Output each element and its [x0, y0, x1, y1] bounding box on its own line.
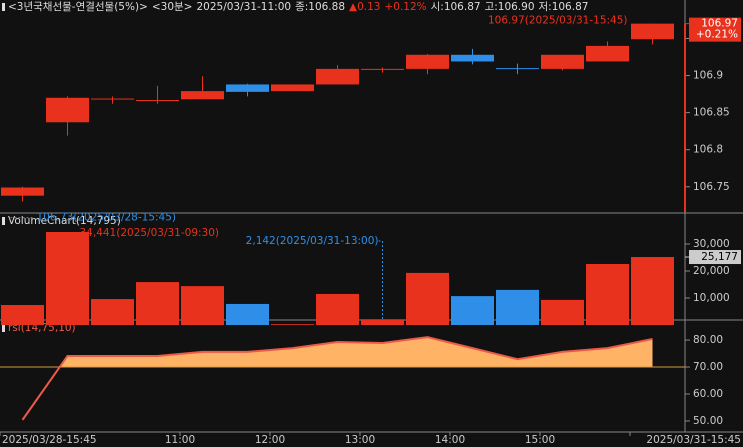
y-tick-label: 106.85	[693, 107, 730, 119]
marker	[2, 3, 5, 11]
marker	[2, 324, 5, 332]
value-tag	[689, 250, 741, 265]
header-item: 고:106.90	[485, 1, 535, 13]
header-item: +0.12%	[384, 1, 426, 13]
y-tick-label: 106.75	[693, 181, 730, 193]
volume-bar	[136, 282, 179, 325]
volume-bar	[226, 303, 269, 325]
candle-body	[1, 187, 44, 196]
candle-body	[271, 84, 314, 92]
y-tick-label: 106.8	[693, 144, 723, 156]
annotation: 106.73(2025/03/28-15:45)	[37, 212, 177, 224]
volume-bar	[271, 324, 314, 325]
y-tick-label: 30,000	[693, 238, 730, 250]
header-item: 종:106.88	[295, 1, 345, 13]
header-item: <30분>	[152, 1, 193, 13]
volume-bar	[451, 296, 494, 325]
rsi-area	[59, 337, 653, 368]
header: <3년국채선물-연결선물(5%)> <30분> 2025/03/31-11:00 종:…	[8, 1, 588, 13]
candle-body	[631, 23, 674, 40]
annotation: 34,441(2025/03/31-09:30)	[80, 227, 220, 239]
volume-bar	[1, 305, 44, 325]
candle-body	[586, 45, 629, 62]
rsi-line	[21, 336, 653, 421]
volume-bar	[181, 286, 224, 325]
y-tick-label: 70.00	[693, 361, 723, 373]
candle-body	[226, 84, 269, 92]
header-item: <3년국채선물-연결선물(5%)>	[8, 1, 148, 13]
y-tick-label: 106.9	[693, 70, 723, 82]
y-tick-label: 60.00	[693, 388, 723, 400]
price-tag-change: +0.21%	[696, 29, 738, 41]
candle-body	[181, 91, 224, 100]
x-tick-label: 2025/03/31-15:45	[646, 434, 741, 446]
annotation: 2,142(2025/03/31-13:00)	[246, 235, 379, 247]
header-item: 2025/03/31-11:00	[196, 1, 291, 13]
candle-body	[406, 54, 449, 69]
candle-body	[316, 68, 359, 85]
candle-body	[451, 54, 494, 62]
x-tick-label: 12:00	[255, 434, 285, 446]
value-tag-label: 25,177	[701, 251, 738, 263]
annotation: 106.97(2025/03/31-15:45)	[488, 15, 628, 27]
volume-bar	[496, 289, 539, 325]
y-tick-label: 80.00	[693, 334, 723, 346]
volume-bar	[406, 272, 449, 325]
candle-body	[46, 97, 89, 123]
x-tick-label: 14:00	[435, 434, 465, 446]
header-item: ▲0.13	[349, 1, 380, 13]
price-tag	[689, 17, 741, 42]
marker	[2, 217, 5, 225]
header-item: 시:106.87	[431, 1, 481, 13]
volume-bar	[631, 257, 674, 325]
x-tick-label: 13:00	[345, 434, 375, 446]
volume-bar	[46, 232, 89, 325]
volume-bar	[586, 263, 629, 325]
volume-bar	[541, 299, 584, 325]
header-item: 저:106.87	[539, 1, 589, 13]
volume-bar	[91, 299, 134, 325]
x-tick-label: 2025/03/28-15:45	[2, 434, 97, 446]
panel-title: VolumeChart(14,795)	[8, 215, 121, 227]
candle-body	[91, 98, 134, 100]
candle-body	[496, 68, 539, 70]
candle-body	[136, 100, 179, 102]
y-tick-label: 20,000	[693, 265, 730, 277]
volume-bar	[361, 319, 404, 325]
x-tick-label: 11:00	[165, 434, 195, 446]
y-tick-label: 50.00	[693, 415, 723, 427]
volume-bar	[316, 293, 359, 325]
y-tick-label: 10,000	[693, 292, 730, 304]
price-tag-label: 106.97	[701, 18, 738, 30]
candle-body	[361, 68, 404, 70]
x-tick-label: 15:00	[525, 434, 555, 446]
candle-body	[541, 54, 584, 69]
